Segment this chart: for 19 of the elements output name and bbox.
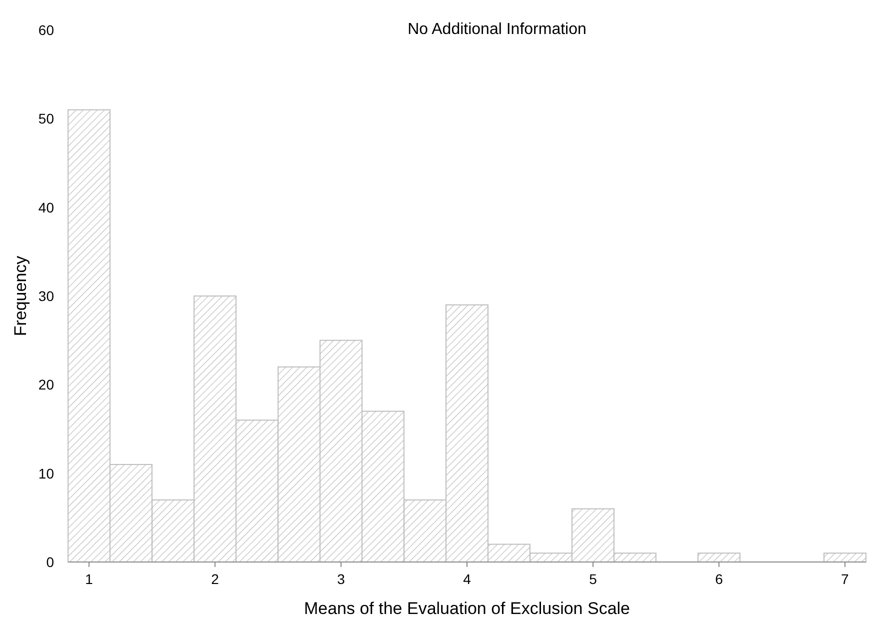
y-tick-label: 10 xyxy=(38,465,54,482)
y-tick-label: 30 xyxy=(38,288,54,304)
x-tick-label: 2 xyxy=(211,571,220,587)
bar xyxy=(697,552,740,562)
x-tick-label: 6 xyxy=(715,571,724,587)
x-tick-label: 3 xyxy=(337,571,346,587)
y-tick-label: 20 xyxy=(38,376,54,393)
y-tick-label: 40 xyxy=(38,199,54,216)
bar xyxy=(823,552,866,562)
x-tick-label: 4 xyxy=(463,571,472,587)
x-axis-title: Means of the Evaluation of Exclusion Scale xyxy=(304,599,630,618)
y-tick-label: 60 xyxy=(38,22,54,38)
y-tick-label: 50 xyxy=(38,110,54,127)
chart-title: No Additional Information xyxy=(408,21,586,38)
y-axis-title: Frequency xyxy=(11,255,30,336)
y-tick-label: 0 xyxy=(46,554,54,570)
x-tick-label: 5 xyxy=(589,571,598,587)
x-tick-label: 7 xyxy=(841,571,850,587)
x-tick-label: 1 xyxy=(85,571,94,587)
